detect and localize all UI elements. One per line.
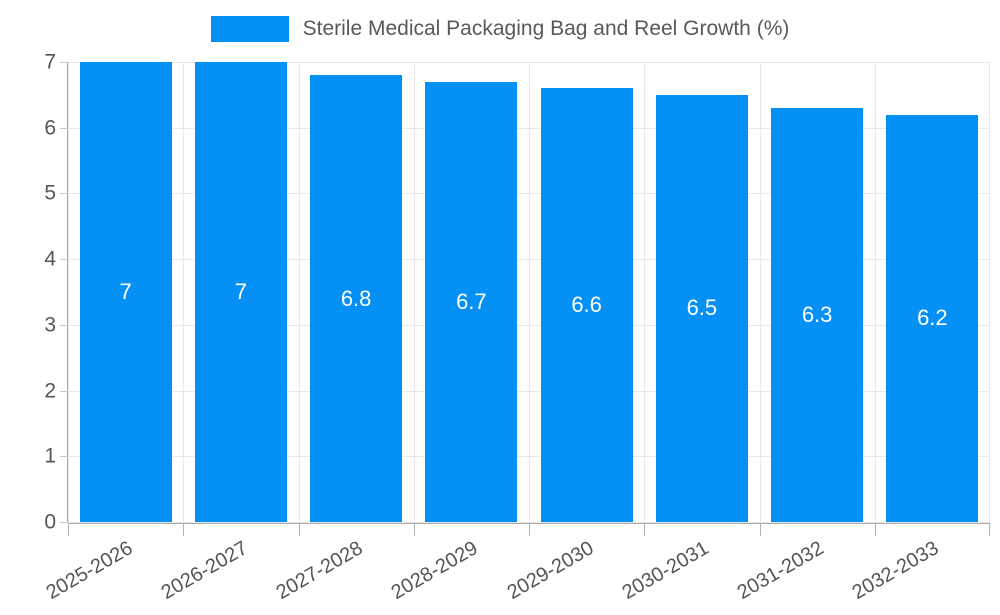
y-axis-tick-mark (60, 193, 68, 195)
x-axis-tick-mark (529, 524, 530, 536)
x-axis-line (68, 522, 990, 524)
bar-value-label: 6.2 (917, 305, 948, 331)
bar-value-label: 6.7 (456, 288, 487, 314)
bar[interactable]: 6.7 (425, 81, 518, 522)
legend-item-label: Sterile Medical Packaging Bag and Reel G… (302, 17, 790, 40)
bar[interactable]: 6.2 (886, 114, 979, 522)
bar-value-label: 6.3 (801, 302, 833, 327)
x-axis-tick-label: 2030-2031 (618, 537, 713, 605)
bar-value-label: 7 (234, 279, 247, 304)
x-axis-tick-mark (644, 524, 645, 536)
gridline-vertical (414, 62, 415, 522)
x-axis-tick-mark (183, 524, 184, 536)
gridline-vertical (68, 62, 69, 522)
bar-value-label: 6.6 (571, 292, 602, 318)
y-axis-tick-label: 1 (44, 444, 56, 468)
gridline-vertical (875, 62, 876, 522)
bar[interactable]: 7 (194, 62, 287, 522)
legend-color-swatch-icon (210, 16, 289, 42)
gridline-vertical (760, 62, 761, 522)
x-axis-tick-label: 2031-2032 (733, 537, 828, 605)
x-axis-tick-label: 2028-2029 (388, 537, 482, 605)
y-axis-tick-mark (60, 456, 68, 458)
y-axis-tick-mark (60, 259, 68, 261)
x-axis-tick-mark (299, 524, 300, 536)
bar[interactable]: 6.6 (540, 88, 633, 522)
y-axis-tick-mark (60, 324, 68, 326)
y-axis-tick-mark (60, 390, 68, 392)
y-axis-tick-mark (60, 127, 68, 129)
y-axis-tick-label: 3 (44, 313, 56, 337)
x-axis-tick-mark (414, 524, 415, 536)
gridline-horizontal (68, 522, 990, 523)
y-axis-tick-mark (60, 522, 68, 523)
bar-value-label: 6.8 (340, 285, 372, 311)
plot-area: 7 7 6.8 6.7 6.6 6.5 6.3 6.2 (68, 62, 990, 523)
gridline-vertical (989, 62, 990, 522)
legend-item-growth[interactable]: Sterile Medical Packaging Bag and Reel G… (210, 16, 790, 42)
y-axis-tick-label: 2 (44, 379, 56, 403)
x-axis-tick-label: 2029-2030 (503, 537, 598, 605)
bar[interactable]: 6.3 (771, 108, 864, 522)
y-axis-tick-label: 0 (44, 510, 56, 534)
x-axis-tick-mark (875, 524, 876, 536)
y-axis-tick-label: 6 (44, 116, 56, 140)
x-axis-tick-mark (68, 524, 69, 536)
y-axis-tick-label: 4 (44, 247, 56, 271)
y-axis-tick-label: 7 (44, 50, 56, 74)
x-axis-tick-mark (989, 524, 990, 536)
y-axis-tick-labels: 0 1 2 3 4 5 6 7 (0, 0, 56, 600)
x-axis-tick-label: 2026-2027 (157, 537, 252, 605)
bar[interactable]: 6.5 (655, 94, 748, 522)
x-axis-tick-label: 2027-2028 (272, 537, 367, 605)
x-axis-tick-mark (760, 524, 761, 536)
gridline-vertical (644, 62, 645, 522)
gridline-vertical (183, 62, 184, 522)
bar[interactable]: 7 (79, 62, 172, 522)
bar-value-label: 6.5 (686, 295, 718, 321)
bar[interactable]: 6.8 (310, 75, 403, 522)
gridline-vertical (299, 62, 300, 522)
bar-value-label: 7 (119, 279, 132, 304)
x-axis-tick-label: 2032-2033 (849, 537, 943, 605)
y-axis-tick-label: 5 (44, 181, 56, 205)
y-axis-tick-mark (60, 62, 68, 63)
chart-legend: Sterile Medical Packaging Bag and Reel G… (0, 12, 1000, 46)
gridline-vertical (529, 62, 530, 522)
